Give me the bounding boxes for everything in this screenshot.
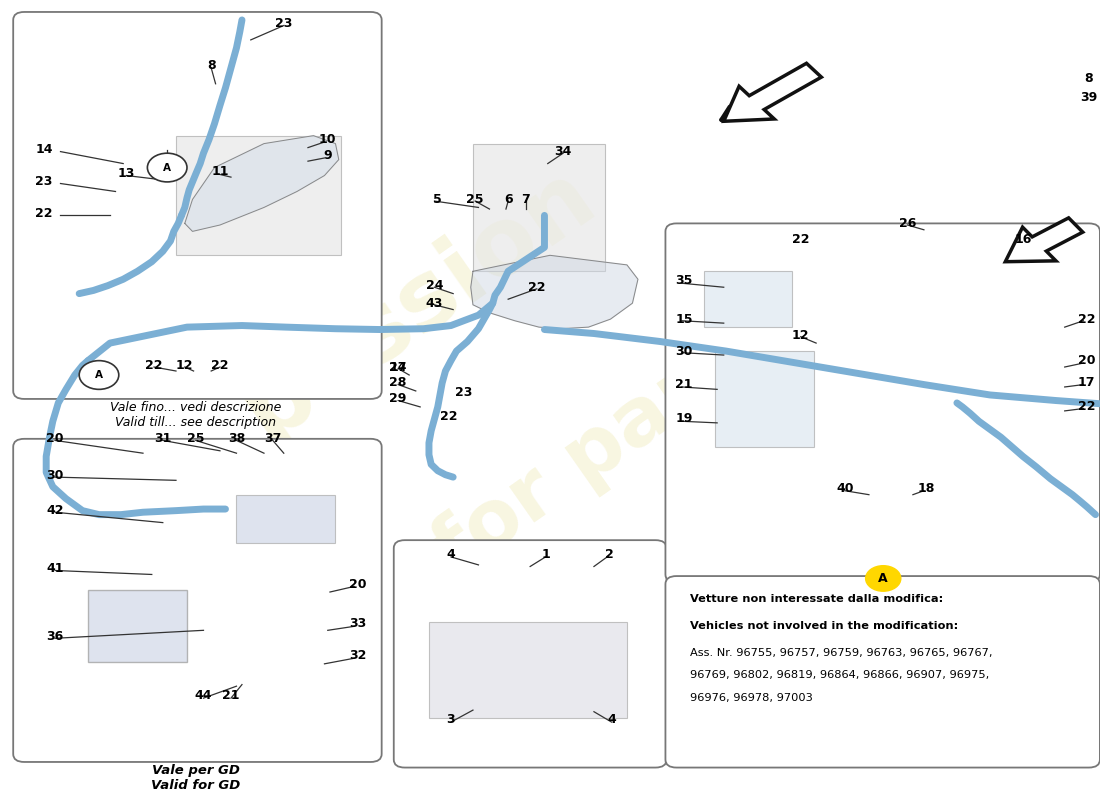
Text: 22: 22 xyxy=(35,207,53,220)
Text: 38: 38 xyxy=(228,432,245,446)
Text: 11: 11 xyxy=(211,165,229,178)
Text: 24: 24 xyxy=(426,279,443,292)
Text: 25: 25 xyxy=(187,432,205,446)
Text: 14: 14 xyxy=(35,143,53,157)
Text: since 19: since 19 xyxy=(602,442,894,674)
Text: 22: 22 xyxy=(211,359,229,372)
FancyBboxPatch shape xyxy=(13,439,382,762)
Text: Vetture non interessate dalla modifica:: Vetture non interessate dalla modifica: xyxy=(690,594,943,604)
FancyBboxPatch shape xyxy=(666,576,1100,767)
Text: 29: 29 xyxy=(389,393,407,406)
Text: 22: 22 xyxy=(792,233,810,246)
Text: 35: 35 xyxy=(675,274,693,287)
Text: 30: 30 xyxy=(46,469,64,482)
Text: A: A xyxy=(879,572,888,585)
Text: Vale per GD
Valid for GD: Vale per GD Valid for GD xyxy=(151,764,241,792)
Text: 13: 13 xyxy=(118,167,135,181)
Text: 30: 30 xyxy=(675,345,693,358)
Text: 2: 2 xyxy=(605,548,614,561)
Text: 37: 37 xyxy=(264,432,282,446)
FancyBboxPatch shape xyxy=(176,136,341,255)
Text: 33: 33 xyxy=(349,618,366,630)
Text: 36: 36 xyxy=(46,630,64,643)
Polygon shape xyxy=(185,136,339,231)
FancyBboxPatch shape xyxy=(394,540,667,767)
Text: 20: 20 xyxy=(46,432,64,446)
Text: 8: 8 xyxy=(1085,72,1093,85)
Text: 15: 15 xyxy=(675,313,693,326)
FancyBboxPatch shape xyxy=(473,144,605,271)
Text: 23: 23 xyxy=(455,386,473,399)
Text: 21: 21 xyxy=(675,378,693,391)
Text: 18: 18 xyxy=(917,482,935,494)
FancyBboxPatch shape xyxy=(236,494,336,542)
Text: A: A xyxy=(163,162,172,173)
Text: Ass. Nr. 96755, 96757, 96759, 96763, 96765, 96767,: Ass. Nr. 96755, 96757, 96759, 96763, 967… xyxy=(690,648,992,658)
Circle shape xyxy=(866,566,901,591)
Text: 43: 43 xyxy=(426,297,443,310)
Text: 26: 26 xyxy=(899,217,916,230)
Text: 5: 5 xyxy=(433,193,442,206)
Polygon shape xyxy=(471,255,638,329)
Text: 14: 14 xyxy=(389,361,407,374)
Text: 7: 7 xyxy=(521,193,530,206)
Circle shape xyxy=(147,153,187,182)
Text: 40: 40 xyxy=(836,482,854,494)
Text: 42: 42 xyxy=(46,504,64,517)
Text: passion: passion xyxy=(224,149,612,458)
FancyBboxPatch shape xyxy=(715,351,814,447)
Text: 20: 20 xyxy=(349,578,366,590)
Text: 96976, 96978, 97003: 96976, 96978, 97003 xyxy=(690,693,813,702)
Text: for parts: for parts xyxy=(420,301,790,593)
Text: 6: 6 xyxy=(504,193,513,206)
FancyBboxPatch shape xyxy=(704,271,792,327)
Text: 9: 9 xyxy=(323,149,332,162)
Text: A: A xyxy=(95,370,103,380)
FancyArrow shape xyxy=(724,63,822,122)
Text: 21: 21 xyxy=(222,690,240,702)
Text: 44: 44 xyxy=(195,690,212,702)
Text: 22: 22 xyxy=(145,359,163,372)
Text: 22: 22 xyxy=(1078,401,1096,414)
Text: 22: 22 xyxy=(440,410,458,423)
Text: 28: 28 xyxy=(389,377,407,390)
Text: 17: 17 xyxy=(1078,377,1096,390)
FancyBboxPatch shape xyxy=(429,622,627,718)
Text: 20: 20 xyxy=(1078,354,1096,367)
Text: 19: 19 xyxy=(675,412,693,426)
FancyArrow shape xyxy=(1005,218,1082,262)
Text: 27: 27 xyxy=(389,361,407,374)
FancyBboxPatch shape xyxy=(13,12,382,399)
Circle shape xyxy=(79,361,119,390)
Text: 16: 16 xyxy=(1014,233,1032,246)
Text: 96769, 96802, 96819, 96864, 96866, 96907, 96975,: 96769, 96802, 96819, 96864, 96866, 96907… xyxy=(690,670,989,680)
Text: Vehicles not involved in the modification:: Vehicles not involved in the modificatio… xyxy=(690,621,958,630)
Text: 10: 10 xyxy=(319,133,337,146)
Text: 3: 3 xyxy=(447,713,455,726)
Text: 39: 39 xyxy=(1080,91,1098,104)
Text: 23: 23 xyxy=(275,18,293,30)
Text: 12: 12 xyxy=(792,329,810,342)
Text: 22: 22 xyxy=(1078,313,1096,326)
Text: 34: 34 xyxy=(554,145,572,158)
Text: 4: 4 xyxy=(447,548,455,561)
Text: 8: 8 xyxy=(207,59,216,72)
Text: 41: 41 xyxy=(46,562,64,574)
Text: 22: 22 xyxy=(528,281,546,294)
Text: 31: 31 xyxy=(154,432,172,446)
FancyBboxPatch shape xyxy=(88,590,187,662)
Text: 1: 1 xyxy=(541,548,550,561)
Text: 23: 23 xyxy=(35,175,53,189)
Text: 4: 4 xyxy=(607,713,616,726)
Text: Vale fino... vedi descrizione
Valid till... see description: Vale fino... vedi descrizione Valid till… xyxy=(110,402,282,430)
FancyBboxPatch shape xyxy=(666,223,1100,582)
Text: 25: 25 xyxy=(466,193,484,206)
Text: 32: 32 xyxy=(349,650,366,662)
Text: 12: 12 xyxy=(176,359,194,372)
